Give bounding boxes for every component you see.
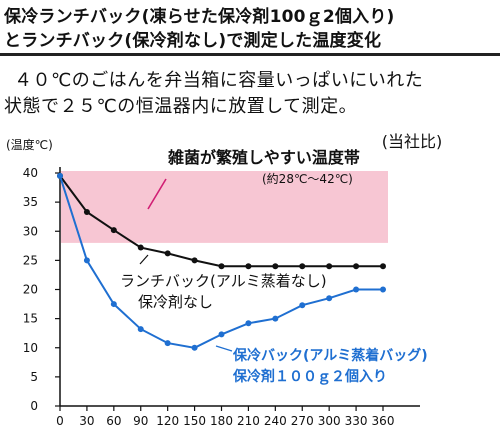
x-tick-label: 180 <box>210 414 233 428</box>
series-point-0 <box>353 263 360 270</box>
chart-title-line1: 保冷ランチバック(凍らせた保冷剤100ｇ2個入り) <box>4 7 395 27</box>
series-point-0 <box>245 263 252 270</box>
x-tick-label: 150 <box>183 414 206 428</box>
series-label-pointer-insulated <box>215 345 233 352</box>
series-label-plain-line2: 保冷剤なし <box>138 293 213 311</box>
x-tick-label: 90 <box>133 414 148 428</box>
x-tick-label: 60 <box>106 414 121 428</box>
x-tick-label: 120 <box>156 414 179 428</box>
series-point-0 <box>164 250 171 257</box>
x-tick-label: 240 <box>264 414 287 428</box>
series-point-0 <box>272 263 279 270</box>
axes <box>59 167 420 407</box>
series-point-1 <box>57 172 63 179</box>
temperature-chart: 雑菌が繁殖しやすい温度帯 (約28℃～42℃) (温度℃) (当社比) 0 5 10… <box>6 132 443 428</box>
x-tick-label: 0 <box>56 414 64 428</box>
series-label-plain-line1: ランチバック(アルミ蒸着なし) <box>120 272 327 290</box>
series-point-1 <box>272 315 279 322</box>
series-point-1 <box>218 331 225 338</box>
y-tick-label: 20 <box>23 283 38 297</box>
series-point-1 <box>326 295 333 302</box>
series-point-0 <box>137 244 144 251</box>
series-point-0 <box>83 209 90 216</box>
x-tick-label: 210 <box>237 414 260 428</box>
series-point-1 <box>137 326 144 333</box>
y-tick-label: 25 <box>23 253 38 267</box>
series-point-0 <box>380 263 386 270</box>
band-label-line2: (約28℃～42℃) <box>262 171 353 186</box>
series-point-0 <box>110 227 117 234</box>
y-ticks: 0 5 10 15 20 25 30 35 40 <box>23 166 60 413</box>
y-tick-label: 5 <box>30 370 38 384</box>
band-label-pointer <box>147 178 167 210</box>
y-tick-label: 30 <box>23 224 38 238</box>
x-tick-label: 300 <box>318 414 341 428</box>
chart-title-line2: とランチバック(保冷剤なし)で測定した温度変化 <box>4 31 382 51</box>
x-tick-label: 270 <box>291 414 314 428</box>
series-label-insulated-line2: 保冷剤１００ｇ２個入り <box>232 368 387 386</box>
corner-note: (当社比) <box>382 132 443 151</box>
series-point-1 <box>191 344 198 351</box>
series-points <box>57 172 386 351</box>
y-tick-label: 10 <box>23 341 38 355</box>
series-point-0 <box>218 263 225 270</box>
series-point-0 <box>299 263 306 270</box>
series-label-pointer-plain <box>139 254 149 265</box>
y-tick-label: 0 <box>30 399 38 413</box>
title-divider <box>0 53 500 56</box>
x-ticks: 0 30 60 90 120 150 180 210 240 270 300 330 360 <box>56 406 394 428</box>
description-line2: 状態で２５℃の恒温器内に放置して測定。 <box>4 96 358 117</box>
x-tick-label: 330 <box>345 414 368 428</box>
description-line1: ４０℃のごはんを弁当箱に容量いっぱいにいれた <box>14 70 424 91</box>
y-tick-label: 35 <box>23 195 38 209</box>
band-label-line1: 雑菌が繁殖しやすい温度帯 <box>167 148 360 167</box>
series-point-1 <box>164 340 171 347</box>
series-point-1 <box>299 302 306 309</box>
y-tick-label: 40 <box>23 166 38 180</box>
y-axis-title: (温度℃) <box>6 137 53 152</box>
series-label-insulated-line1: 保冷バック(アルミ蒸着バッグ) <box>232 347 428 364</box>
series-point-1 <box>245 320 252 327</box>
series-point-1 <box>353 286 360 293</box>
series-point-1 <box>83 257 90 264</box>
series-point-0 <box>191 257 198 264</box>
x-tick-label: 30 <box>79 414 94 428</box>
series-point-1 <box>110 301 117 308</box>
series-point-0 <box>326 263 333 270</box>
series-point-1 <box>380 286 386 293</box>
x-tick-label: 360 <box>372 414 395 428</box>
y-tick-label: 15 <box>23 312 38 326</box>
